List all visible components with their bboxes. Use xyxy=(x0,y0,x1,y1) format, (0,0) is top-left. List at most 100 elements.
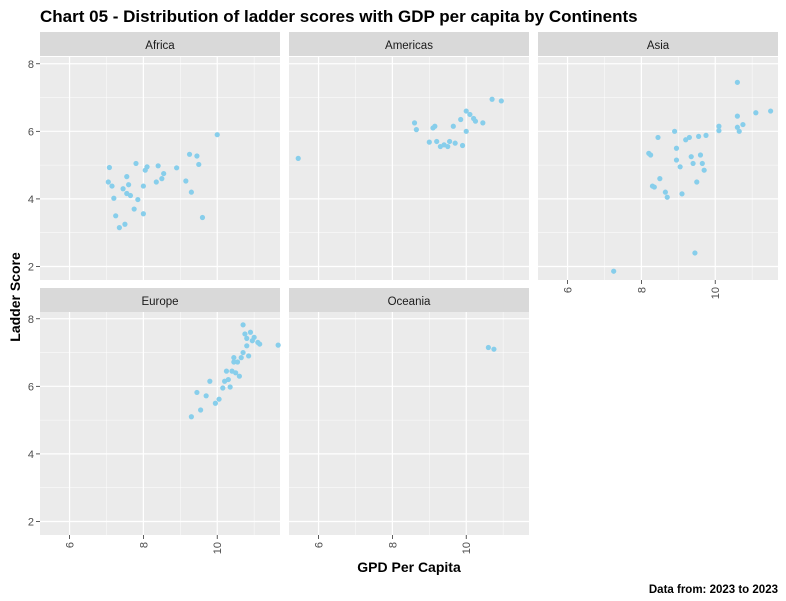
data-point xyxy=(463,128,469,134)
data-point xyxy=(105,179,111,185)
data-point xyxy=(124,174,130,180)
facet-panel-americas: Americas xyxy=(289,32,529,280)
facet-panel-oceania: Oceania 6 8 10 xyxy=(289,288,529,554)
data-point xyxy=(672,128,678,134)
panels-layer: Africa 2 4 6 8 Americas Asia 6 8 10 Europe 2 4 6 8 6 8 10… xyxy=(28,32,778,554)
data-point xyxy=(768,108,774,114)
data-point xyxy=(257,341,263,347)
data-point xyxy=(740,121,746,128)
y-tick-label: 6 xyxy=(28,126,34,138)
facet-panel-europe: Europe 2 4 6 8 6 8 10 xyxy=(28,288,281,554)
facet-strip-label: Africa xyxy=(145,40,175,52)
data-point xyxy=(127,192,134,199)
facet-strip xyxy=(289,32,529,56)
data-point xyxy=(688,154,694,160)
data-point xyxy=(133,160,139,167)
data-point xyxy=(240,349,246,356)
x-tick-label: 10 xyxy=(461,542,473,554)
data-point xyxy=(679,191,685,197)
data-point xyxy=(106,164,113,171)
data-point xyxy=(207,378,213,384)
data-point xyxy=(699,160,705,167)
data-point xyxy=(227,384,233,390)
x-tick-label: 10 xyxy=(212,542,224,554)
data-point xyxy=(188,189,194,195)
data-point xyxy=(692,250,698,256)
data-point xyxy=(131,206,137,212)
data-point xyxy=(212,400,218,406)
data-point xyxy=(734,79,740,85)
data-point xyxy=(159,176,165,182)
data-point xyxy=(225,376,231,383)
data-point xyxy=(236,373,242,379)
data-point xyxy=(686,134,692,141)
facet-strip-label: Asia xyxy=(647,40,670,52)
data-point xyxy=(251,334,257,340)
data-point xyxy=(655,134,661,141)
data-point xyxy=(231,355,237,361)
facet-strip-label: Europe xyxy=(141,296,178,308)
data-point xyxy=(295,155,301,161)
panel-background xyxy=(40,57,280,280)
data-point xyxy=(231,359,237,365)
data-point xyxy=(214,132,220,138)
data-point xyxy=(485,344,491,351)
x-tick-label: 6 xyxy=(563,287,575,293)
data-point xyxy=(116,225,122,231)
data-point xyxy=(445,143,451,150)
data-point xyxy=(498,98,504,104)
data-point xyxy=(452,140,458,146)
data-point xyxy=(144,164,150,170)
data-point xyxy=(426,139,432,145)
panel-background xyxy=(289,312,529,535)
data-point xyxy=(111,195,117,201)
data-point xyxy=(234,359,241,365)
data-point xyxy=(736,128,742,134)
y-tick-label: 2 xyxy=(28,261,34,273)
data-point xyxy=(216,396,222,402)
data-point xyxy=(696,133,702,140)
data-point xyxy=(238,355,244,361)
data-point xyxy=(161,170,167,177)
facet-strip-label: Oceania xyxy=(388,296,431,308)
data-point xyxy=(648,152,654,158)
panel-background xyxy=(538,57,778,280)
data-point xyxy=(734,124,740,130)
data-point xyxy=(186,151,193,157)
data-point xyxy=(240,322,246,328)
data-point xyxy=(223,368,230,374)
data-point xyxy=(413,127,419,133)
data-point xyxy=(188,414,194,420)
data-point xyxy=(753,110,759,116)
data-point xyxy=(716,123,722,129)
data-point xyxy=(673,145,680,151)
panel-background xyxy=(40,312,280,535)
x-tick-label: 8 xyxy=(387,542,399,548)
data-point xyxy=(275,342,281,348)
data-point xyxy=(140,211,146,217)
x-tick-label: 8 xyxy=(138,542,150,548)
data-point xyxy=(434,138,440,145)
data-point xyxy=(480,120,486,126)
x-tick-label: 6 xyxy=(314,542,326,548)
data-point xyxy=(198,407,204,413)
data-point xyxy=(432,123,438,129)
data-point xyxy=(194,153,200,159)
panel-background xyxy=(289,57,529,280)
y-tick-label: 8 xyxy=(28,314,34,326)
data-point xyxy=(242,331,248,337)
y-axis-title: Ladder Score xyxy=(7,252,23,342)
data-point xyxy=(447,138,453,145)
data-point xyxy=(463,108,469,114)
data-point xyxy=(450,123,456,129)
data-point xyxy=(703,132,709,138)
data-point xyxy=(199,214,206,221)
data-point xyxy=(196,161,202,168)
data-point xyxy=(246,353,252,359)
data-point xyxy=(734,113,740,119)
x-tick-label: 6 xyxy=(65,542,77,548)
data-point xyxy=(109,183,115,189)
facet-strip xyxy=(40,288,280,312)
data-point xyxy=(194,389,200,396)
